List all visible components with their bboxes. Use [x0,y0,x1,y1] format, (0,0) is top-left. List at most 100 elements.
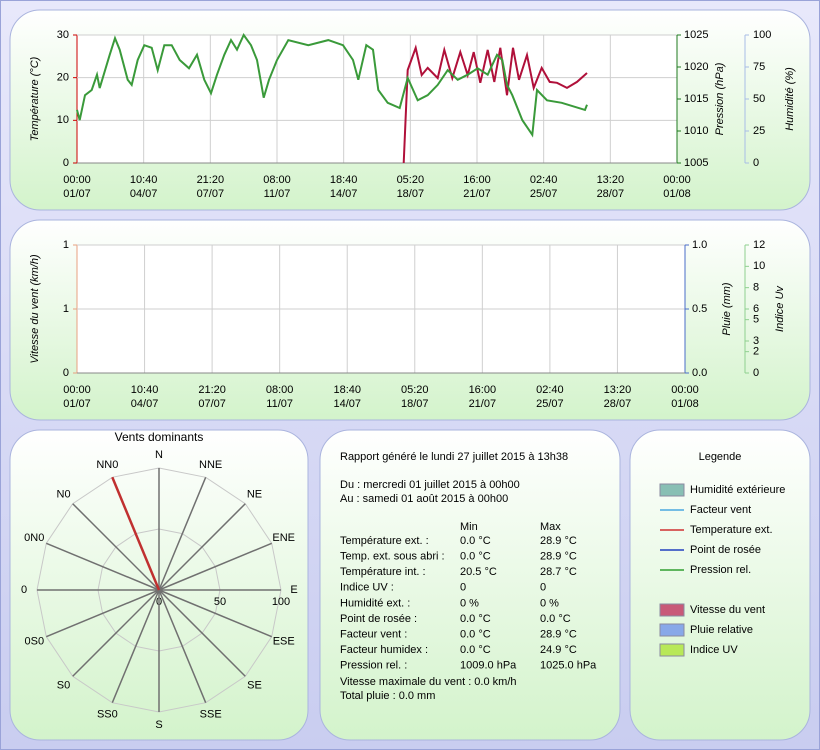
x-tick-label: 00:00 01/08 [671,384,699,410]
x-tick-label: 08:00 11/07 [263,174,291,200]
direction-label: ESE [273,636,295,648]
spoke [158,542,273,591]
spoke [72,503,160,591]
row-label: Point de rosée : [340,613,417,625]
y-tick-label: 100 [753,29,771,41]
row-min: 0.0 °C [460,535,491,547]
legend-swatch [659,623,685,637]
x-tick-label: 16:00 21/07 [463,174,491,200]
row-label: Température ext. : [340,535,429,547]
y-tick-label: 3 [753,335,759,347]
row-max: 28.9 °C [540,551,577,563]
y-tick-label: 1.0 [692,239,707,251]
row-label: Humidité ext. : [340,597,410,609]
direction-label: SS0 [97,709,118,721]
y-tick-label: 0 [753,367,759,379]
legend-swatch [659,643,685,657]
direction-label: ENE [272,532,295,544]
legend-label: Facteur vent [690,504,751,516]
row-label: Température int. : [340,566,426,578]
x-tick-label: 00:00 01/07 [63,384,91,410]
column-header: Min [460,521,478,533]
legend-label: Vitesse du vent [690,604,765,616]
row-max: 0 % [540,597,559,609]
legend-swatch [659,483,685,497]
spoke [158,589,246,677]
legend-label: Humidité extérieure [690,484,785,496]
spoke [72,589,160,677]
y-tick-label: 30 [57,29,69,41]
report-line: Du : mercredi 01 juillet 2015 à 00h00 [340,479,520,491]
direction-label: E [290,584,297,596]
row-max: 0 [540,582,546,594]
y-tick-label: 1 [63,239,69,251]
y-tick-label: 12 [753,239,765,251]
row-min: 0.0 °C [460,551,491,563]
spoke [111,589,160,704]
direction-label: 0 [21,584,27,596]
legend-label: Pluie relative [690,624,753,636]
direction-label: 0S0 [24,636,44,648]
direction-label: SE [247,679,262,691]
direction-label: N [155,449,163,461]
direction-label: NE [247,488,262,500]
x-tick-label: 02:40 25/07 [530,174,558,200]
x-tick-label: 13:20 28/07 [597,174,625,200]
y-tick-label: 1025 [684,29,708,41]
legend-title: Legende [699,451,742,463]
legend-label: Temperature ext. [690,524,773,536]
r-tick-label: 100 [272,596,290,608]
chart-title: Vents dominants [115,430,204,444]
y-tick-label: 1010 [684,125,708,137]
x-tick-label: 00:00 01/07 [63,174,91,200]
row-label: Facteur humidex : [340,644,428,656]
row-min: 0.0 °C [460,629,491,641]
report-line: Rapport généré le lundi 27 juillet 2015 … [340,451,568,463]
report-line: Total pluie : 0.0 mm [340,690,435,702]
spoke [158,589,207,704]
y-tick-label: 1015 [684,93,708,105]
row-min: 20.5 °C [460,566,497,578]
spoke [158,476,207,591]
x-tick-label: 21:20 07/07 [197,174,225,200]
x-tick-label: 02:40 25/07 [536,384,564,410]
y-tick-label: 8 [753,282,759,294]
y-tick-label: 1005 [684,157,708,169]
row-max: 28.7 °C [540,566,577,578]
plot-area [77,35,677,163]
row-max: 24.9 °C [540,644,577,656]
direction-label: 0N0 [24,532,44,544]
x-tick-label: 08:00 11/07 [266,384,294,410]
axis-title: Pluie (mm) [721,282,733,336]
y-tick-label: 5 [753,314,759,326]
panel [629,429,811,741]
data-line [76,33,588,138]
row-min: 0.0 °C [460,613,491,625]
x-tick-label: 18:40 14/07 [330,174,358,200]
row-min: 1009.0 hPa [460,660,517,672]
row-label: Facteur vent : [340,629,407,641]
x-tick-label: 05:20 18/07 [397,174,425,200]
row-min: 0 % [460,597,479,609]
x-tick-label: 10:40 04/07 [130,174,158,200]
y-tick-label: 10 [753,260,765,272]
y-tick-label: 1020 [684,61,708,73]
row-max: 28.9 °C [540,535,577,547]
y-tick-label: 2 [753,346,759,358]
x-tick-label: 10:40 04/07 [131,384,159,410]
y-tick-label: 50 [753,93,765,105]
x-tick-label: 18:40 14/07 [333,384,361,410]
axis-title: Humidité (%) [784,67,796,131]
spoke [45,589,160,638]
direction-label: NNE [199,459,222,471]
x-tick-label: 13:20 28/07 [604,384,632,410]
wind-bar [111,476,161,591]
direction-label: NN0 [96,459,118,471]
row-max: 28.9 °C [540,629,577,641]
row-min: 0.0 °C [460,644,491,656]
axis-title: Température (°C) [29,56,41,141]
axis-title: Pression (hPa) [714,62,726,135]
y-tick-label: 0 [753,157,759,169]
legend-label: Indice UV [690,644,738,656]
